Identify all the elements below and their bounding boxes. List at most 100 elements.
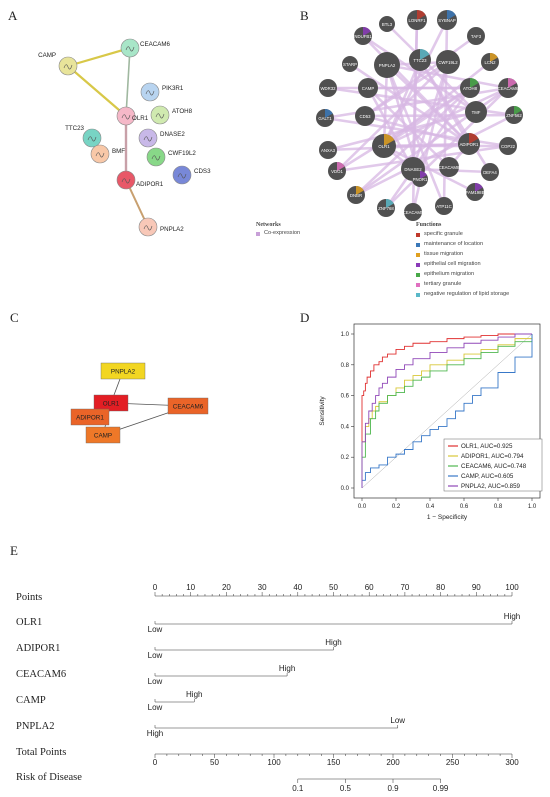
network-edge	[383, 144, 476, 194]
network-edge	[336, 144, 509, 173]
network-node-adipor1: ADIPOR1	[458, 133, 480, 155]
network-node-wdr32: WDR32	[319, 79, 337, 97]
legend-function-epithelial-cell-migration: epithelial cell migration	[424, 261, 481, 267]
network-node-label: VDO1	[331, 169, 343, 174]
network-node-pnpla2: PNPLA2	[374, 52, 400, 78]
network-node-pnor1: PNOR1	[412, 171, 428, 187]
network-node-label: LCN2	[485, 60, 497, 65]
hub-node-label: PNPLA2	[111, 368, 136, 375]
network-node-label: ATP11C	[436, 204, 452, 209]
panel-letter-e: E	[10, 543, 18, 558]
nomogram-label-pnpla2: PNPLA2	[16, 721, 55, 732]
network-node-znf562: ZNF562	[505, 106, 523, 124]
network-node-label: CWF19L2	[168, 150, 196, 157]
network-node-cd53: CD53	[355, 106, 375, 126]
roc-plot-frame	[353, 323, 541, 499]
roc-curve-camp	[361, 334, 533, 488]
network-node-label: TMF	[472, 110, 481, 115]
network-node-label: ZNF768	[378, 206, 394, 211]
network-node-sybnap: SYBNAP	[437, 10, 457, 30]
points-tick-label: 10	[186, 583, 195, 592]
nomogram-level-start: Low	[148, 703, 163, 712]
x-tick-label: 1.0	[528, 504, 537, 510]
points-tick-label: 90	[472, 583, 481, 592]
hub-node-pnpla2: PNPLA2	[100, 362, 146, 380]
network-node-label: CD53	[360, 114, 372, 119]
y-tick-label: 0.2	[341, 455, 350, 461]
y-tick-label: 0.4	[341, 424, 350, 430]
nomogram-level-end: Low	[390, 716, 405, 725]
nomogram-level-start: High	[147, 729, 163, 738]
hub-node-label: OLR1	[103, 400, 120, 407]
legend-function-swatch	[416, 293, 420, 297]
roc-legend-entry: ADIPOR1, AUC=0.794	[461, 453, 524, 460]
network-node-label: WDR32	[320, 86, 336, 91]
total-points-tick-label: 150	[327, 758, 341, 767]
network-node-label: OLR1	[378, 144, 390, 149]
network-node-ceacam5: CEACAM5	[403, 203, 424, 221]
x-tick-label: 0.8	[494, 504, 503, 510]
network-edge	[411, 61, 450, 213]
network-node-label: BTL3	[382, 22, 393, 27]
nomogram-level-start: Low	[148, 677, 163, 686]
y-axis-label: Sensitivity	[319, 396, 326, 426]
x-tick-label: 0.4	[426, 504, 435, 510]
network-node-olr1: OLR1	[372, 134, 396, 158]
network-node-dnbr: DNBR	[347, 186, 365, 204]
roc-legend	[443, 438, 543, 492]
network-node-ttc23: TTC23	[409, 49, 431, 71]
network-node-camp: CAMP	[38, 52, 78, 76]
panel-a-gene-network: CAMP CEACAM6 PIK3R1 OLR1 ATOH8 TTC23 DNASE2 BMF…	[38, 38, 211, 237]
network-node-label: COP22	[501, 144, 516, 149]
network-node-atp11c: ATP11C	[435, 197, 453, 215]
network-node-defa4: DEFA4	[481, 163, 499, 181]
legend-function-swatch	[416, 233, 420, 237]
network-node-label: PNPLA2	[160, 226, 184, 233]
risk-tick-label: 0.5	[340, 784, 352, 793]
panel-letter-d: D	[300, 310, 310, 325]
network-node-label: BMF	[112, 148, 125, 155]
network-node-label: CWF19L2	[438, 60, 458, 65]
network-node-cop22: COP22	[499, 137, 517, 155]
network-edge	[336, 61, 449, 172]
network-node-anxa3: ANXA3	[319, 141, 337, 159]
network-node-label: PIK3R1	[162, 85, 184, 92]
network-node-fam198b: FAM198B	[466, 183, 485, 201]
network-node-label: STARP	[343, 62, 357, 67]
network-node-adipor1: ADIPOR1	[116, 170, 164, 190]
legend-function-epithelium-migration: epithelium migration	[424, 271, 475, 277]
panel-letter-a: A	[8, 8, 18, 23]
total-points-tick-label: 200	[386, 758, 400, 767]
total-points-tick-label: 0	[153, 758, 158, 767]
network-edge	[362, 34, 477, 114]
network-node-label: ZNF562	[506, 113, 522, 118]
x-axis-label: 1 − Specificity	[427, 514, 468, 521]
network-node-label: DNBR	[350, 193, 362, 198]
panel-letter-c: C	[10, 310, 19, 325]
network-node-label: SYBNAP	[438, 18, 456, 23]
x-tick-label: 0.2	[392, 504, 401, 510]
roc-legend-entry: PNPLA2, AUC=0.859	[461, 483, 521, 490]
network-node-starp: STARP	[342, 56, 358, 72]
y-tick-label: 0.0	[341, 486, 350, 492]
nomogram-label-ceacam6: CEACAM6	[16, 669, 67, 680]
total-points-tick-label: 300	[505, 758, 519, 767]
legend-function-swatch	[416, 243, 420, 247]
panel-d-roc-chart: 0.0 0.2 0.4 0.6 0.8 1.0 0.0 0.2 0.4 0.6 0.8 1.0 1 − …	[319, 323, 543, 521]
network-node-camp: CAMP	[358, 78, 378, 98]
network-node-cwf19l2: CWF19L2	[436, 50, 460, 74]
network-node-label: DNASE2	[160, 131, 185, 138]
network-node-galt1: GALT1	[316, 109, 334, 127]
network-node-olr1: OLR1	[116, 106, 149, 126]
hub-node-ceacam6: CEACAM6	[167, 397, 209, 415]
legend-network-label: Co-expression	[264, 230, 301, 236]
network-node-label: ATOH8	[463, 86, 478, 91]
roc-curve-olr1	[361, 333, 532, 488]
nomogram-level-end: High	[325, 638, 341, 647]
legend-function-tissue-migration: tissue migration	[424, 251, 464, 257]
y-tick-label: 0.6	[341, 394, 350, 400]
points-tick-label: 30	[258, 583, 267, 592]
risk-tick-label: 0.1	[292, 784, 304, 793]
network-node-label: PNOR1	[413, 177, 428, 182]
network-node-atoh8: ATOH8	[150, 105, 193, 125]
